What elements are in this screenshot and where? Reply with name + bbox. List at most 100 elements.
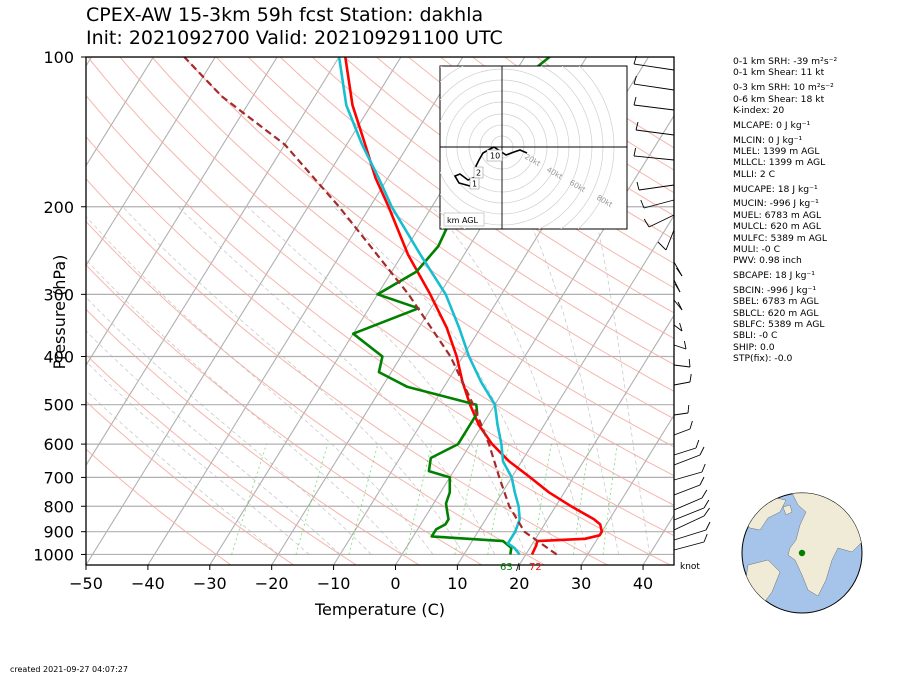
moist-adiabat (522, 206, 619, 555)
index-item: 0-1 km SRH: -39 m²s⁻² (733, 56, 838, 67)
wind-barb-shaft (673, 497, 703, 511)
index-item: 0-3 km SRH: 10 m²s⁻² (733, 82, 834, 94)
index-item: SBCIN: -996 J kg⁻¹ (733, 284, 817, 296)
dry-adiabat (376, 57, 674, 264)
index-item: SBCAPE: 18 J kg⁻¹ (733, 270, 815, 282)
wind-barb-flag (636, 181, 640, 191)
x-tick-label: 40 (633, 574, 653, 593)
wind-barb-flag (674, 283, 681, 293)
wind-barb-flag (679, 322, 683, 332)
hodograph-frame (439, 65, 628, 230)
index-item: MULI: -0 C (733, 243, 780, 255)
temperature-line (344, 57, 604, 556)
moist-adiabat (86, 330, 341, 555)
moist-adiabat (122, 206, 465, 555)
x-tick-label: −40 (131, 574, 165, 593)
wind-barb-shaft (673, 515, 705, 531)
parcel-trace-line (183, 57, 558, 556)
wind-barb-flag (695, 439, 700, 449)
x-tick-label: −10 (317, 574, 351, 593)
dry-adiabat (183, 57, 674, 420)
grid-clip-group (0, 57, 674, 565)
wind-barb-shaft (633, 83, 675, 91)
wind-barb-flag (703, 499, 710, 509)
wind-barb-flag (703, 507, 710, 517)
moist-adiabat (86, 215, 434, 555)
wind-barb-shaft (673, 471, 703, 481)
index-item: SBLFC: 5389 m AGL (733, 319, 825, 331)
station-marker (798, 549, 806, 557)
virtual-dewpoint-profile-line (337, 57, 522, 556)
index-item: MUCAPE: 18 J kg⁻¹ (733, 183, 818, 195)
wind-barb-shaft (673, 412, 689, 416)
dry-adiabat (86, 220, 545, 565)
dry-adiabat (86, 94, 674, 537)
wind-barb-flag (640, 199, 645, 209)
hodograph-trace (453, 146, 528, 187)
wind-barb-shaft (673, 324, 683, 332)
mixing-ratio-line (295, 443, 329, 555)
isotherm-line (147, 57, 464, 565)
plot-frame (85, 56, 675, 566)
wind-barb-flag (703, 533, 708, 543)
globe-africa-europe (787, 493, 862, 597)
wind-barb-shaft (633, 63, 675, 71)
y-tick-label: 600 (43, 435, 74, 454)
chart-title-line2: Init: 2021092700 Valid: 202109291100 UTC (86, 27, 503, 49)
surface-dewpoint-label: 63 (500, 562, 513, 573)
wind-barb-flag (689, 420, 693, 430)
dry-adiabat (343, 57, 674, 289)
moist-adiabat (592, 206, 650, 555)
isotherm-line (86, 57, 340, 467)
dry-adiabat (311, 57, 674, 314)
mixing-ratio-line (602, 444, 618, 555)
isotherm-line (580, 414, 674, 565)
wind-barb-shaft (648, 214, 675, 228)
y-tick-label: 900 (43, 523, 74, 542)
wind-barb-flag (701, 463, 706, 473)
wind-barb-flag (643, 218, 650, 228)
wind-barb-flag (677, 301, 683, 311)
chart-grid (0, 57, 674, 565)
moist-adiabat (333, 206, 558, 555)
index-item: PWV: 0.98 inch (733, 255, 802, 267)
wind-barb-flag (676, 267, 683, 277)
wind-barb-shaft (673, 541, 705, 551)
isotherm-line (86, 57, 154, 167)
isotherm-line (0, 57, 30, 565)
dry-adiabat (279, 57, 674, 340)
wind-barb-shaft (633, 155, 675, 161)
dry-adiabat (215, 57, 674, 392)
dry-adiabat (86, 308, 420, 565)
index-item: MLLCL: 1399 m AGL (733, 157, 826, 169)
index-item: MULCL: 620 m AGL (733, 221, 822, 233)
hodograph-legend: km AGL (447, 216, 479, 225)
isotherm-line (86, 57, 216, 267)
index-item: MULFC: 5389 m AGL (733, 232, 828, 244)
chart-title-line1: CPEX-AW 15-3km 59h fcst Station: dakhla (86, 4, 484, 26)
wind-barb-shaft (673, 484, 701, 496)
x-tick-label: 0 (390, 574, 400, 593)
wind-barb-shaft (673, 529, 707, 541)
index-item: K-index: 20 (733, 104, 785, 116)
y-tick-label: 1000 (33, 545, 74, 564)
wind-barb-shaft (673, 454, 701, 466)
wind-barb-shaft (673, 428, 691, 436)
chart-axes: −50 −40 −30 −20 −10 0 10 20 30 40 100 200 300 400 500 6… (33, 48, 653, 593)
hodograph-legend-box (443, 212, 485, 227)
index-item: SHIP: 0.0 (733, 341, 775, 353)
dry-adiabat (87, 57, 674, 506)
wind-barb-shaft (633, 104, 675, 111)
moist-adiabat (177, 206, 496, 555)
wind-units-label: knot (680, 562, 700, 572)
surface-labels: 63 / 72 (500, 562, 542, 573)
moist-adiabat (247, 206, 527, 555)
x-tick-label: −30 (193, 574, 227, 593)
x-tick-label: 10 (447, 574, 467, 593)
mixing-ratio-line (487, 444, 510, 555)
index-item: MUCIN: -996 J kg⁻¹ (733, 198, 819, 210)
index-item: SBEL: 6783 m AGL (733, 296, 819, 308)
dry-adiabat (247, 57, 674, 366)
wind-barb-shaft (673, 364, 691, 368)
